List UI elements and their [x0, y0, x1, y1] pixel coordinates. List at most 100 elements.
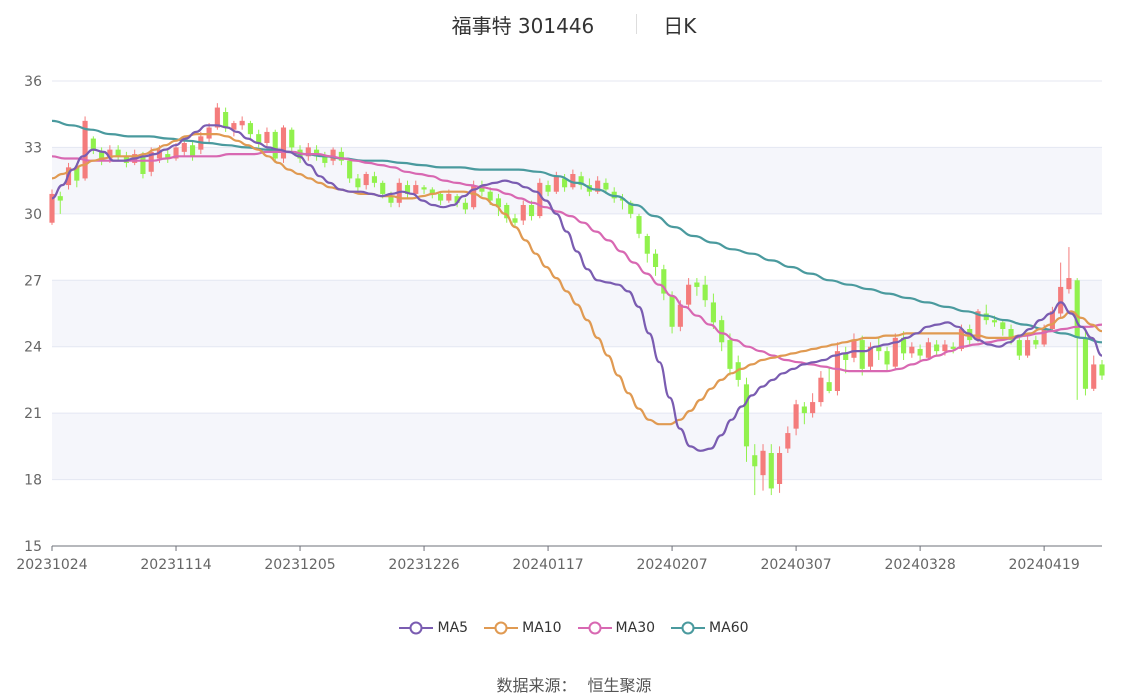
candle-body — [462, 202, 468, 210]
candle-body — [818, 377, 824, 403]
x-tick-label: 20240117 — [512, 557, 583, 573]
x-tick-label: 20231226 — [388, 557, 459, 573]
candle-body — [446, 193, 452, 201]
candle-body — [901, 337, 907, 354]
legend-item-ma10[interactable]: MA10 — [484, 620, 562, 636]
candle — [1074, 278, 1080, 400]
candle — [727, 333, 733, 376]
candle-body — [471, 185, 477, 208]
candle — [810, 393, 816, 418]
candle — [82, 116, 88, 181]
candle — [289, 127, 295, 152]
legend-item-ma30[interactable]: MA30 — [577, 620, 655, 636]
x-tick-label: 20240207 — [636, 557, 707, 573]
candle — [314, 145, 320, 161]
candle — [785, 426, 791, 453]
ma5-line — [51, 124, 1103, 452]
candle-body — [454, 196, 460, 203]
candle-body — [867, 346, 874, 367]
candle — [438, 191, 444, 205]
candle — [793, 399, 799, 436]
candle-body — [330, 149, 336, 161]
candle — [851, 333, 857, 363]
y-tick-label: 24 — [24, 340, 42, 356]
candle — [1082, 331, 1089, 396]
candle-body — [785, 433, 791, 449]
legend-item-ma5[interactable]: MA5 — [399, 620, 468, 636]
candle-body — [760, 450, 766, 476]
candle — [867, 342, 874, 372]
candle — [669, 291, 675, 334]
candle — [768, 444, 774, 496]
moving-average-lines — [51, 119, 1103, 452]
candle-body — [272, 131, 278, 159]
candle — [859, 335, 865, 376]
candle — [826, 366, 832, 394]
candle-body — [892, 337, 898, 367]
candle-body — [99, 151, 105, 161]
candle-body — [810, 402, 816, 414]
candle — [231, 120, 237, 137]
candle — [520, 200, 526, 225]
candle-body — [413, 185, 419, 194]
candle-body — [942, 344, 948, 352]
candle — [1099, 360, 1105, 380]
candle-body — [562, 178, 568, 188]
candle — [876, 337, 882, 360]
candle — [371, 171, 378, 188]
candle-body — [247, 123, 253, 135]
candle — [1058, 262, 1064, 318]
candle-body — [950, 346, 956, 349]
candle-body — [934, 344, 940, 352]
candle-body — [752, 455, 758, 467]
candle-body — [388, 196, 394, 203]
candle-body — [156, 149, 163, 159]
candle-body — [338, 151, 344, 161]
candle — [421, 185, 427, 194]
candle-body — [652, 253, 659, 267]
candle — [165, 149, 171, 163]
candle — [247, 120, 253, 139]
candle — [925, 337, 931, 360]
candle-body — [1091, 364, 1097, 389]
candle — [49, 189, 55, 225]
candle-body — [1082, 337, 1089, 389]
ma30-legend-icon — [577, 621, 612, 635]
candle-body — [851, 340, 857, 358]
y-tick-label: 30 — [24, 207, 42, 223]
candle — [1049, 306, 1055, 332]
candle-body — [702, 284, 708, 301]
ma5-legend-icon — [399, 621, 434, 635]
candle — [280, 125, 287, 163]
candle — [537, 178, 543, 219]
candle-body — [380, 182, 386, 194]
candle-body — [917, 348, 923, 356]
period-label: 日K — [663, 13, 697, 38]
candle-body — [504, 205, 510, 219]
candle-body — [826, 382, 832, 391]
candle — [404, 180, 411, 199]
candle-body — [884, 351, 890, 365]
candle — [644, 233, 650, 263]
candle-body — [661, 269, 667, 294]
candle-body — [677, 304, 683, 327]
candle-body — [768, 453, 774, 489]
candle-body — [214, 107, 220, 128]
legend-item-ma60[interactable]: MA60 — [671, 620, 749, 636]
candle — [528, 200, 535, 221]
candle-body — [1099, 364, 1105, 376]
data-source: 数据来源： 恒生聚源 — [0, 672, 1148, 696]
candle — [462, 198, 468, 214]
candle-body — [793, 404, 799, 429]
candle — [545, 180, 551, 197]
title-separator — [636, 14, 638, 34]
candle — [1025, 335, 1031, 358]
y-tick-label: 36 — [24, 74, 42, 90]
candle-body — [181, 143, 187, 152]
candle-body — [115, 149, 121, 157]
candle-body — [1033, 340, 1039, 345]
candle — [570, 169, 576, 190]
candle-body — [537, 182, 543, 217]
candle — [843, 346, 849, 374]
candle-body — [289, 129, 295, 148]
